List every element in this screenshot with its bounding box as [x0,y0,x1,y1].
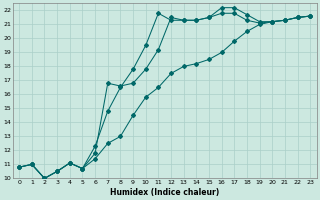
X-axis label: Humidex (Indice chaleur): Humidex (Indice chaleur) [110,188,219,197]
